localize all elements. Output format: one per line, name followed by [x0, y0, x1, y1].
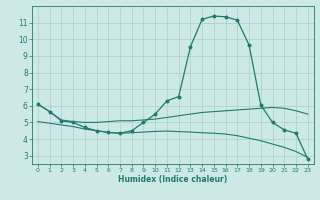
X-axis label: Humidex (Indice chaleur): Humidex (Indice chaleur)	[118, 175, 228, 184]
